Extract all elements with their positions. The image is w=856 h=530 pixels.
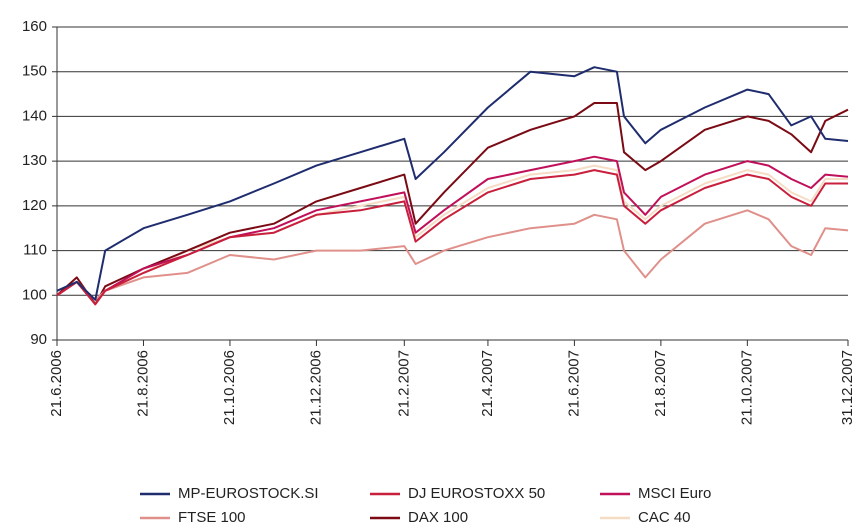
y-tick-label: 90 <box>30 331 47 348</box>
x-tick-label: 21.10.2006 <box>221 350 238 425</box>
x-tick-label: 21.10.2007 <box>738 350 755 425</box>
y-tick-label: 100 <box>22 286 47 303</box>
series-line <box>56 66 849 301</box>
x-tick-label: 21.8.2006 <box>134 350 151 417</box>
series-line <box>56 169 848 306</box>
series-line <box>56 209 849 301</box>
y-tick-label: 150 <box>22 63 47 80</box>
x-tick-label: 21.8.2007 <box>652 350 669 417</box>
y-tick-label: 160 <box>22 18 47 35</box>
series-line <box>56 164 848 306</box>
legend-label: FTSE 100 <box>178 509 246 526</box>
legend-label: CAC 40 <box>638 509 691 526</box>
x-tick-label: 21.6.2006 <box>48 350 65 417</box>
y-tick-label: 120 <box>22 197 47 214</box>
y-tick-label: 130 <box>22 152 47 169</box>
x-tick-label: 21.6.2007 <box>565 350 582 417</box>
x-tick-label: 21.12.2006 <box>307 350 324 425</box>
legend-label: MSCI Euro <box>638 485 711 502</box>
series-line <box>56 102 849 306</box>
x-tick-label: 31.12.2007 <box>839 350 856 425</box>
series-line <box>56 155 849 306</box>
x-tick-label: 21.4.2007 <box>479 350 496 417</box>
x-tick-label: 21.2.2007 <box>395 350 412 417</box>
legend-label: MP-EUROSTOCK.SI <box>178 485 319 502</box>
y-tick-label: 140 <box>22 107 47 124</box>
legend-label: DAX 100 <box>408 509 468 526</box>
y-tick-label: 110 <box>23 242 47 259</box>
legend-label: DJ EUROSTOXX 50 <box>408 485 545 502</box>
